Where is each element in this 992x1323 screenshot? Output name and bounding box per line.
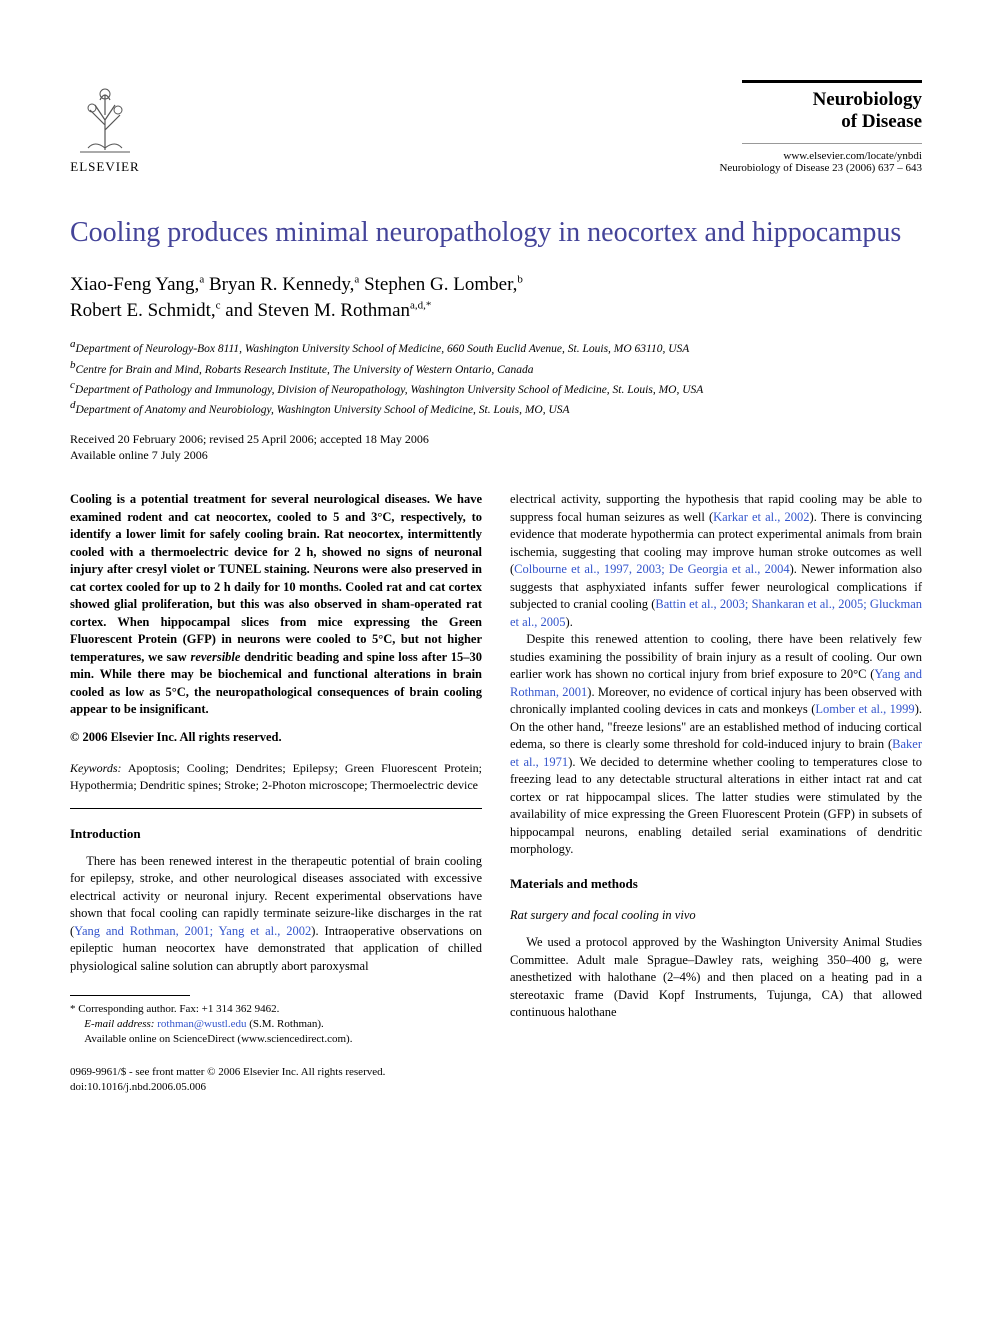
keywords: Keywords: Apoptosis; Cooling; Dendrites;… (70, 760, 482, 794)
author-5: and Steven M. Rothman (225, 300, 410, 321)
left-column: Cooling is a potential treatment for sev… (70, 491, 482, 1096)
email-link[interactable]: rothman@wustl.edu (154, 1018, 246, 1030)
author-4-affil: c (216, 299, 221, 311)
affiliation-a: aDepartment of Neurology-Box 8111, Washi… (70, 337, 922, 357)
publisher-logo: ELSEVIER (70, 80, 140, 175)
elsevier-tree-icon (70, 80, 140, 155)
author-5-affil: a,d, (410, 299, 426, 311)
author-2: Bryan R. Kennedy, (209, 274, 354, 295)
keywords-label: Keywords: (70, 761, 122, 775)
affiliation-d-text: Department of Anatomy and Neurobiology, … (76, 404, 570, 416)
methods-subheading-1: Rat surgery and focal cooling in vivo (510, 907, 922, 925)
col2-p2-a: Despite this renewed attention to coolin… (510, 632, 922, 681)
col2-paragraph-2: Despite this renewed attention to coolin… (510, 631, 922, 859)
author-1-affil: a (199, 274, 204, 286)
header: ELSEVIER Neurobiology of Disease www.els… (70, 80, 922, 175)
doi: doi:10.1016/j.nbd.2006.05.006 (70, 1080, 482, 1095)
author-3-affil: b (517, 274, 523, 286)
intro-paragraph-1: There has been renewed interest in the t… (70, 853, 482, 976)
introduction-heading: Introduction (70, 825, 482, 843)
citation-link[interactable]: Lomber et al., 1999 (815, 702, 914, 716)
right-column: electrical activity, supporting the hypo… (510, 491, 922, 1096)
front-matter: 0969-9961/$ - see front matter © 2006 El… (70, 1065, 482, 1096)
author-1: Xiao-Feng Yang, (70, 274, 199, 295)
abstract: Cooling is a potential treatment for sev… (70, 491, 482, 719)
email-label: E-mail address: (84, 1018, 154, 1030)
keywords-list: Apoptosis; Cooling; Dendrites; Epilepsy;… (70, 761, 482, 792)
online-date: Available online 7 July 2006 (70, 447, 922, 463)
publisher-name: ELSEVIER (70, 159, 139, 175)
copyright: © 2006 Elsevier Inc. All rights reserved… (70, 729, 482, 747)
two-column-body: Cooling is a potential treatment for sev… (70, 491, 922, 1096)
journal-name-line2: of Disease (841, 111, 922, 132)
col2-p1-d: ). (566, 615, 573, 629)
author-2-affil: a (354, 274, 359, 286)
affiliation-b-text: Centre for Brain and Mind, Robarts Resea… (76, 363, 534, 375)
methods-paragraph-1: We used a protocol approved by the Washi… (510, 934, 922, 1022)
issn-copyright: 0969-9961/$ - see front matter © 2006 El… (70, 1065, 482, 1080)
page: ELSEVIER Neurobiology of Disease www.els… (0, 0, 992, 1156)
journal-rule-mid (742, 143, 922, 144)
journal-citation: Neurobiology of Disease 23 (2006) 637 – … (719, 162, 922, 174)
journal-box: Neurobiology of Disease www.elsevier.com… (719, 80, 922, 174)
footnote-rule (70, 995, 190, 996)
affiliation-c: cDepartment of Pathology and Immunology,… (70, 378, 922, 398)
affiliation-b: bCentre for Brain and Mind, Robarts Rese… (70, 358, 922, 378)
citation-link[interactable]: Yang and Rothman, 2001; Yang et al., 200… (74, 924, 311, 938)
journal-url: www.elsevier.com/locate/ynbdi (783, 150, 922, 162)
citation-link[interactable]: Karkar et al., 2002 (713, 510, 809, 524)
affiliation-c-text: Department of Pathology and Immunology, … (75, 384, 703, 396)
email-line: E-mail address: rothman@wustl.edu (S.M. … (70, 1017, 482, 1032)
article-title: Cooling produces minimal neuropathology … (70, 215, 922, 250)
received-date: Received 20 February 2006; revised 25 Ap… (70, 431, 922, 447)
citation-link[interactable]: Colbourne et al., 1997, 2003; De Georgia… (514, 562, 789, 576)
col2-paragraph-1: electrical activity, supporting the hypo… (510, 491, 922, 631)
journal-name-line1: Neurobiology (813, 89, 922, 110)
col2-p2-d: ). We decided to determine whether cooli… (510, 755, 922, 857)
methods-heading: Materials and methods (510, 875, 922, 893)
footnote-block: * Corresponding author. Fax: +1 314 362 … (70, 1002, 482, 1047)
author-3: Stephen G. Lomber, (364, 274, 517, 295)
author-4: Robert E. Schmidt, (70, 300, 216, 321)
journal-name: Neurobiology of Disease (813, 89, 922, 133)
abstract-text: Cooling is a potential treatment for sev… (70, 492, 482, 716)
corresponding-star: * (426, 299, 432, 311)
abstract-italic: reversible (190, 650, 240, 664)
affiliation-d: dDepartment of Anatomy and Neurobiology,… (70, 398, 922, 418)
journal-rule-top (742, 80, 922, 83)
affiliations: aDepartment of Neurology-Box 8111, Washi… (70, 337, 922, 418)
section-rule (70, 808, 482, 809)
email-after: (S.M. Rothman). (246, 1018, 323, 1030)
affiliation-a-text: Department of Neurology-Box 8111, Washin… (76, 343, 690, 355)
article-dates: Received 20 February 2006; revised 25 Ap… (70, 431, 922, 463)
authors: Xiao-Feng Yang,a Bryan R. Kennedy,a Step… (70, 272, 922, 323)
corresponding-author: * Corresponding author. Fax: +1 314 362 … (70, 1002, 482, 1017)
online-availability: Available online on ScienceDirect (www.s… (70, 1032, 482, 1047)
